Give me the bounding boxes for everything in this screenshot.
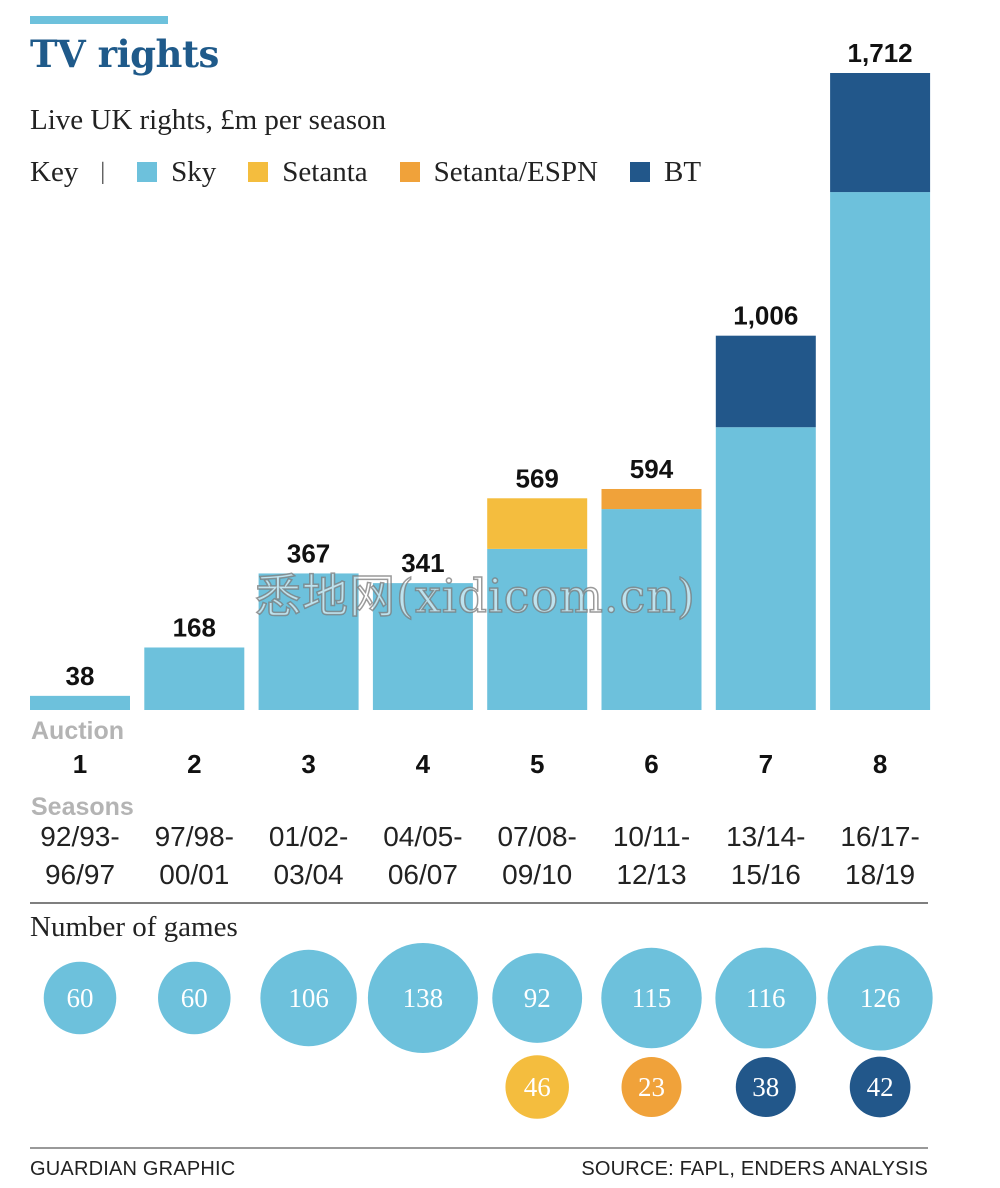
games-circle-primary-value: 92 [524, 983, 551, 1013]
games-title: Number of games [30, 911, 238, 943]
bar-segment-setanta-espn-auction-6 [601, 488, 702, 510]
auction-number: 5 [530, 749, 544, 779]
games-circle-primary [43, 961, 117, 1035]
auction-number: 6 [644, 749, 658, 779]
games-circle-secondary [849, 1056, 911, 1118]
bar-segment-sky-auction-7 [715, 427, 816, 710]
legend-item-setanta-espn: Setanta/ESPN [399, 155, 598, 189]
season-line-1: 13/14- [726, 821, 805, 852]
season-line-1: 04/05- [383, 821, 462, 852]
stacked-bar-chart: 38 1 92/93- 96/97 168 2 97/98- 00/01 367 3 01/02- 0… [30, 38, 933, 1149]
legend-item-setanta: Setanta [248, 155, 368, 189]
season-line-1: 97/98- [155, 821, 234, 852]
legend-swatch-sky [137, 162, 158, 182]
season-line-2: 00/01 [159, 859, 229, 890]
chart-title: TV rights [30, 32, 219, 76]
season-line-2: 96/97 [45, 859, 115, 890]
chart-subtitle: Live UK rights, £m per season [30, 104, 386, 136]
footer-credit: GUARDIAN GRAPHIC [30, 1158, 236, 1180]
footer-source: SOURCE: FAPL, ENDERS ANALYSIS [581, 1158, 928, 1180]
legend-label-bt: BT [663, 155, 702, 188]
season-line-1: 07/08- [497, 821, 576, 852]
watermark-text: 悉地网(xidicom.cn) [254, 568, 696, 624]
legend-item-sky: Sky [137, 156, 216, 189]
games-circle-primary-value: 60 [181, 983, 208, 1013]
bar-total-label: 341 [401, 548, 444, 578]
auction-number: 2 [187, 749, 201, 779]
auction-number: 1 [73, 749, 87, 779]
bar-total-label: 367 [287, 538, 330, 568]
bar-total-label: 38 [66, 661, 95, 691]
season-line-1: 01/02- [269, 821, 348, 852]
legend-label-setanta-espn: Setanta/ESPN [433, 155, 598, 188]
legend-item-bt: BT [629, 155, 702, 189]
games-circle-primary [601, 947, 702, 1049]
season-line-2: 12/13 [616, 859, 686, 890]
games-circle-secondary [505, 1055, 569, 1119]
season-line-1: 92/93- [40, 821, 119, 852]
games-circle-primary-value: 106 [288, 983, 329, 1013]
bar-segment-bt-auction-8 [830, 73, 931, 193]
games-circle-primary [367, 943, 478, 1053]
games-circle-primary [715, 947, 817, 1049]
legend: Key | Sky Setanta Setanta/ESPN BT [30, 152, 733, 192]
games-circle-primary [827, 945, 933, 1051]
games-circle-primary-value: 138 [403, 983, 444, 1013]
season-line-2: 09/10 [502, 859, 572, 890]
auction-number: 4 [416, 749, 431, 779]
games-circle-secondary-value: 38 [752, 1072, 779, 1102]
games-circle-primary [260, 949, 357, 1047]
legend-swatch-bt [629, 162, 650, 182]
games-circle-secondary [621, 1057, 682, 1117]
auction-number: 3 [301, 749, 315, 779]
bar-segment-sky-auction-3 [258, 573, 359, 710]
legend-key-label: Key [30, 155, 79, 188]
seasons-row-label: Seasons [31, 793, 134, 821]
season-line-2: 15/16 [731, 859, 801, 890]
bar-segment-sky-auction-8 [830, 192, 931, 710]
title-accent-bar [30, 16, 168, 24]
season-line-2: 06/07 [388, 859, 458, 890]
bar-segment-sky-auction-5 [487, 548, 588, 710]
legend-label-setanta: Setanta [282, 155, 368, 188]
bar-total-label: 168 [173, 612, 216, 642]
auction-row-label: Auction [31, 717, 124, 745]
legend-label-sky: Sky [171, 155, 217, 188]
games-circle-primary-value: 126 [860, 983, 901, 1013]
games-circle-primary-value: 60 [67, 983, 94, 1013]
games-circle-secondary-value: 42 [867, 1072, 894, 1102]
season-line-1: 10/11- [613, 821, 690, 852]
bar-segment-sky-auction-1 [30, 695, 130, 710]
legend-swatch-setanta-espn [399, 162, 420, 182]
bar-segment-sky-auction-4 [372, 583, 473, 710]
games-circle-primary-value: 116 [746, 983, 786, 1013]
bar-segment-sky-auction-6 [601, 509, 702, 710]
season-line-2: 18/19 [845, 859, 915, 890]
bar-segment-setanta-auction-5 [487, 498, 588, 549]
games-circle-secondary [735, 1057, 796, 1117]
games-circle-secondary-value: 46 [524, 1072, 551, 1102]
auction-number: 7 [759, 749, 773, 779]
games-circle-primary [158, 961, 231, 1035]
auction-number: 8 [873, 749, 887, 779]
bar-total-label: 569 [516, 463, 559, 493]
season-line-1: 16/17- [840, 821, 919, 852]
legend-swatch-setanta [248, 162, 269, 182]
bar-total-label: 1,712 [848, 38, 913, 68]
games-circle-primary-value: 115 [632, 983, 672, 1013]
bar-segment-bt-auction-7 [715, 335, 816, 428]
legend-separator: | [100, 158, 106, 185]
bar-total-label: 594 [630, 454, 674, 484]
bar-segment-sky-auction-2 [144, 647, 245, 710]
season-line-2: 03/04 [274, 859, 344, 890]
games-circle-primary [492, 953, 583, 1043]
games-circle-secondary-value: 23 [638, 1072, 665, 1102]
bar-total-label: 1,006 [733, 301, 798, 331]
